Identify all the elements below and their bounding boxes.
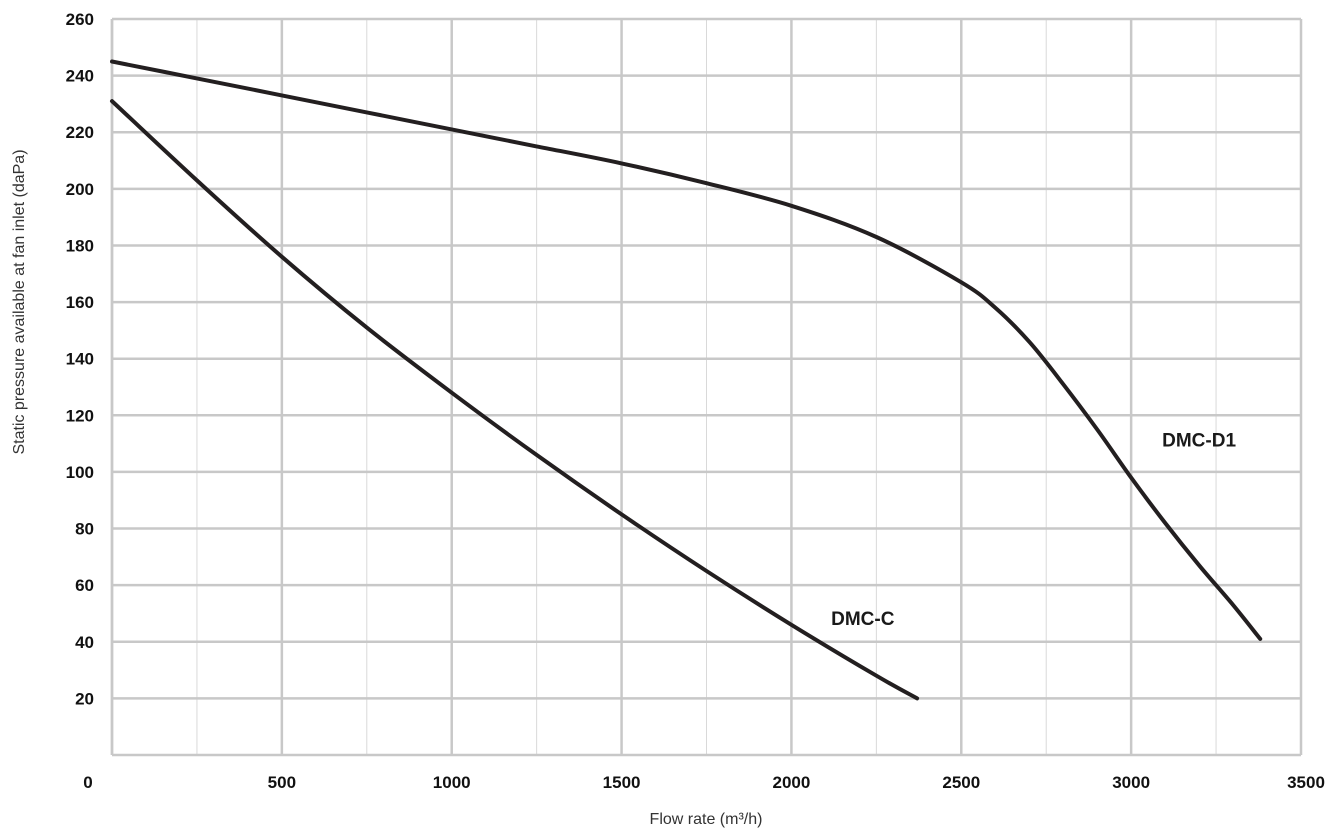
x-tick-label: 2000 [773, 773, 811, 792]
y-tick-label: 140 [66, 350, 94, 369]
series-layer [110, 59, 1263, 701]
y-tick-label: 120 [66, 406, 94, 425]
series-line-dmc-d1 [110, 59, 1263, 641]
y-tick-label: 220 [66, 123, 94, 142]
series-line-dmc-c [110, 99, 920, 701]
y-tick-label: 240 [66, 67, 94, 86]
y-tick-label: 100 [66, 463, 94, 482]
x-tick-label: 3500 [1287, 773, 1325, 792]
x-axis-title: Flow rate (m³/h) [650, 811, 763, 828]
y-tick-label: 260 [66, 10, 94, 29]
y-axis-ticks: 20 40 60 80 100 120 140 160 180 200 220 240 260 [66, 10, 94, 708]
grid [110, 17, 1303, 757]
series-label-dmc-c: DMC-C [831, 609, 895, 630]
series-labels: DMC-C DMC-D1 [831, 430, 1236, 629]
x-tick-label: 1500 [603, 773, 641, 792]
y-tick-label: 160 [66, 293, 94, 312]
x-tick-label: 3000 [1112, 773, 1150, 792]
x-tick-label: 2500 [942, 773, 980, 792]
y-tick-label: 40 [75, 633, 94, 652]
y-tick-label: 20 [75, 689, 94, 708]
y-tick-label: 80 [75, 520, 94, 539]
x-tick-label: 0 [83, 773, 92, 792]
series-label-dmc-d1: DMC-D1 [1162, 430, 1236, 451]
x-tick-label: 500 [268, 773, 296, 792]
y-tick-label: 180 [66, 236, 94, 255]
y-tick-label: 60 [75, 576, 94, 595]
y-tick-label: 200 [66, 180, 94, 199]
y-axis-title: Static pressure available at fan inlet (… [11, 149, 28, 454]
x-tick-label: 1000 [433, 773, 471, 792]
x-axis-ticks: 0 500 1000 1500 2000 2500 3000 3500 [83, 773, 1325, 792]
